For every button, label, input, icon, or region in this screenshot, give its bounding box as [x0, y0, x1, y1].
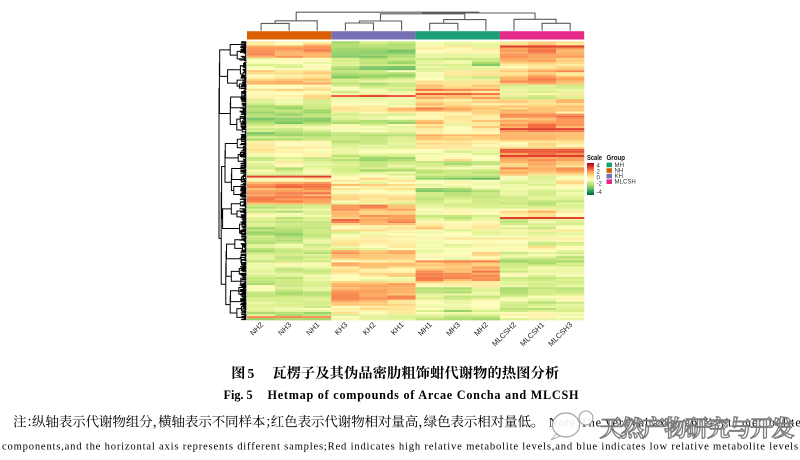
svg-text:5: 5 [248, 366, 255, 381]
svg-text:-4: -4 [597, 190, 603, 196]
svg-text:MH: MH [615, 162, 624, 169]
svg-text:0: 0 [597, 176, 601, 182]
svg-text:Fig. 5: Fig. 5 [224, 388, 253, 402]
svg-text:MLCSH: MLCSH [615, 179, 636, 186]
svg-text:-2: -2 [597, 182, 603, 188]
svg-text:Group: Group [607, 153, 626, 162]
svg-text:NH: NH [615, 167, 624, 174]
svg-text:KH: KH [615, 173, 623, 180]
svg-text:4: 4 [597, 164, 601, 170]
svg-text:components,and the horizontal: components,and the horizontal axis repre… [2, 442, 798, 453]
svg-text:Scale: Scale [587, 153, 602, 162]
svg-text:Hetmap of compounds of Arcae C: Hetmap of compounds of Arcae Concha and … [268, 388, 580, 402]
svg-text:2: 2 [597, 170, 601, 176]
